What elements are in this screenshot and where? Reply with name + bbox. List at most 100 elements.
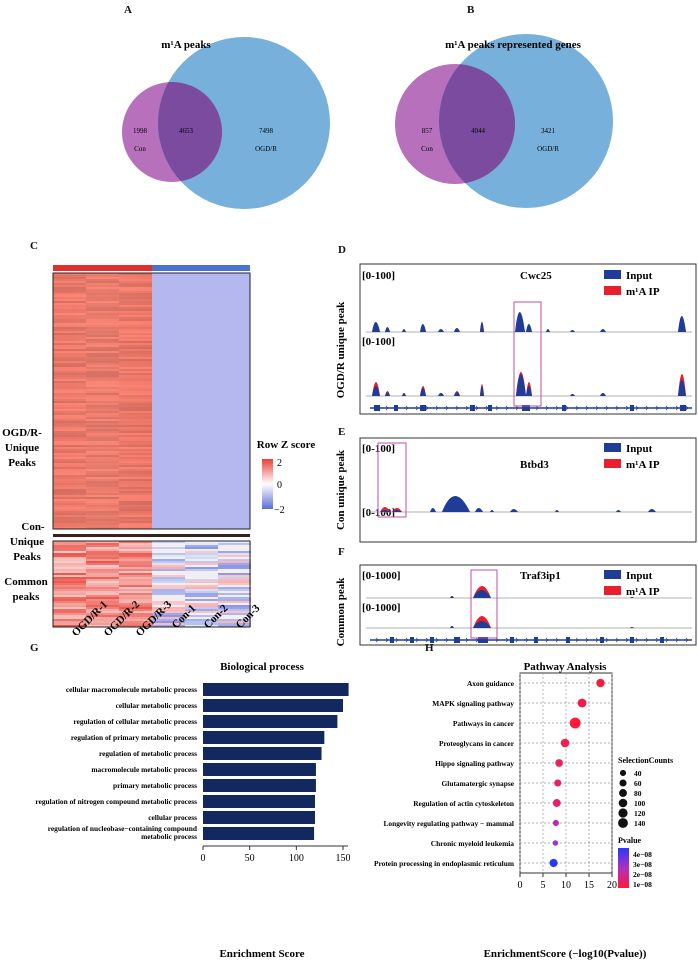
heatmap-cell xyxy=(119,569,152,571)
heatmap-cell xyxy=(185,587,218,589)
track-f-range1: [0-1000] xyxy=(362,570,401,582)
heatmap-cell xyxy=(86,435,119,437)
heatmap-cell xyxy=(185,555,218,557)
heatmap-cell xyxy=(53,599,86,601)
heatmap-cell xyxy=(86,575,119,577)
heatmap-cell xyxy=(218,601,251,603)
heatmap-cell xyxy=(53,521,86,523)
heatmap-cell xyxy=(119,285,152,287)
heatmap-cell xyxy=(86,513,119,515)
heatmap-cell xyxy=(53,497,86,499)
heatmap-cell xyxy=(185,565,218,567)
heatmap-cell xyxy=(218,559,251,561)
gene-strand-arrow xyxy=(645,405,649,411)
heatmap-cell xyxy=(119,463,152,465)
gene-strand-arrow xyxy=(615,405,619,411)
heatmap-cell xyxy=(218,547,251,549)
dot-7 xyxy=(552,799,561,807)
heatmap-cell xyxy=(119,563,152,565)
dot-category-label: Glutamatergic synapse xyxy=(442,779,515,788)
heatmap-cell xyxy=(53,577,86,579)
gene-strand-arrow xyxy=(665,405,669,411)
dot-x-tick-label: 0 xyxy=(518,880,523,891)
heatmap-cell xyxy=(86,523,119,525)
heatmap-cell xyxy=(53,387,86,389)
track-d-legend-input-swatch xyxy=(604,270,621,279)
heatmap-cell xyxy=(185,603,218,605)
heatmap-cell xyxy=(152,603,185,605)
heatmap-stripes-top xyxy=(53,273,152,529)
heatmap-cell xyxy=(185,571,218,573)
heatmap-cell xyxy=(119,583,152,585)
heatmap-cell xyxy=(86,611,119,613)
bar-9 xyxy=(203,811,315,824)
heatmap-cell xyxy=(53,585,86,587)
heatmap-cell xyxy=(185,559,218,561)
heatmap-cell xyxy=(119,343,152,345)
heatmap-cell xyxy=(86,377,119,379)
heatmap-cell xyxy=(53,475,86,477)
heatmap-cell xyxy=(152,615,185,617)
track-input-peak xyxy=(454,392,460,396)
heatmap-cell xyxy=(86,397,119,399)
heatmap-cell xyxy=(53,511,86,513)
heatmap-cell xyxy=(53,305,86,307)
track-input-peak xyxy=(380,510,390,512)
gene-exon xyxy=(630,637,634,643)
heatmap-cell xyxy=(53,579,86,581)
heatmap-cell xyxy=(53,471,86,473)
gene-strand-arrow xyxy=(445,637,449,643)
heatmap-cell xyxy=(152,563,185,565)
heatmap-cell xyxy=(86,381,119,383)
gene-exon xyxy=(488,405,492,411)
heatmap-cell xyxy=(218,579,251,581)
dot-size-legend-circle xyxy=(619,789,627,797)
heatmap-cell xyxy=(152,585,185,587)
track-e-highlight-box xyxy=(377,442,407,518)
heatmap-cell xyxy=(218,569,251,571)
dot-size-legend-title: SelectionCounts xyxy=(618,756,673,765)
heatmap-cell xyxy=(53,451,86,453)
heatmap-cell xyxy=(86,563,119,565)
heatmap-cell xyxy=(218,581,251,583)
heatmap-cell xyxy=(119,409,152,411)
venn-a-left-count: 1998 xyxy=(133,127,148,135)
heatmap-cell xyxy=(86,429,119,431)
heatmap-cell xyxy=(152,621,185,623)
heatmap-cell xyxy=(119,447,152,449)
heatmap-cell xyxy=(53,375,86,377)
heatmap-cell xyxy=(119,501,152,503)
heatmap-cell xyxy=(53,313,86,315)
heatmap-group-bar-con xyxy=(152,265,250,271)
heatmap-cell xyxy=(119,315,152,317)
heatmap-cell xyxy=(53,437,86,439)
heatmap-cell xyxy=(86,545,119,547)
venn-a-overlap-count: 4653 xyxy=(179,127,194,135)
gene-strand-arrow xyxy=(585,637,589,643)
heatmap-cell xyxy=(53,419,86,421)
venn-b-left-label: Con xyxy=(421,145,433,153)
track-f-highlight-box xyxy=(470,569,498,639)
heatmap-cell xyxy=(86,519,119,521)
venn-b xyxy=(395,34,613,208)
heatmap-cell xyxy=(119,423,152,425)
heatmap-cell xyxy=(86,359,119,361)
gene-exon xyxy=(430,637,434,643)
heatmap-cell xyxy=(53,505,86,507)
gene-strand-arrow xyxy=(445,405,449,411)
heatmap-cell xyxy=(86,363,119,365)
heatmap-cell xyxy=(86,449,119,451)
dot-chart-title: Pathway Analysis xyxy=(524,661,608,673)
bar-chart-xlabel: Enrichment Score xyxy=(219,948,304,960)
venn-a-title: m¹A peaks xyxy=(161,39,211,51)
heatmap-cell xyxy=(119,607,152,609)
gene-exon xyxy=(660,637,664,643)
heatmap-row-label-7: Common xyxy=(4,576,47,588)
gene-strand-arrow xyxy=(515,405,519,411)
heatmap-cell xyxy=(86,421,119,423)
heatmap-cell xyxy=(53,337,86,339)
heatmap-row-label-8: peaks xyxy=(13,591,41,603)
dot-size-legend-label: 40 xyxy=(634,769,642,778)
heatmap-cell xyxy=(119,335,152,337)
heatmap-cell xyxy=(185,543,218,545)
